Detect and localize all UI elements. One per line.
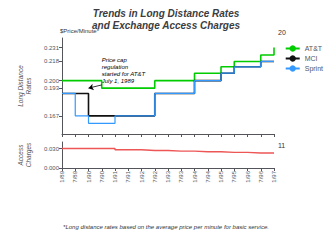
svg-text:7/92: 7/92: [152, 170, 158, 182]
svg-text:1/92: 1/92: [139, 170, 145, 182]
svg-text:20: 20: [278, 29, 286, 36]
svg-text:MCI: MCI: [305, 55, 318, 62]
svg-text:Rates: Rates: [25, 77, 32, 95]
svg-text:1/91: 1/91: [112, 170, 118, 182]
svg-text:0.000: 0.000: [44, 165, 60, 171]
svg-text:Access: Access: [17, 144, 24, 167]
svg-text:$Price/Minute*: $Price/Minute*: [60, 28, 99, 34]
svg-text:0.193: 0.193: [44, 85, 60, 91]
svg-text:AT&T: AT&T: [305, 45, 323, 52]
svg-text:7/95: 7/95: [231, 170, 237, 182]
svg-text:0.030: 0.030: [44, 146, 60, 152]
svg-text:*Long distance rates based on: *Long distance rates based on the averag…: [63, 224, 269, 230]
svg-text:and Exchange Access Charges: and Exchange Access Charges: [92, 20, 240, 31]
svg-text:7/90: 7/90: [99, 170, 105, 182]
svg-text:1/89: 1/89: [59, 170, 65, 182]
svg-text:Long Distance: Long Distance: [17, 65, 25, 107]
svg-text:Sprint: Sprint: [305, 65, 323, 73]
svg-text:started for AT&T: started for AT&T: [102, 71, 147, 77]
svg-text:1/90: 1/90: [86, 170, 92, 182]
svg-text:1/97: 1/97: [271, 170, 277, 182]
svg-text:0.200: 0.200: [44, 78, 60, 84]
svg-text:1/96: 1/96: [245, 170, 251, 182]
svg-text:7/91: 7/91: [125, 170, 131, 182]
svg-text:1/93: 1/93: [165, 170, 171, 182]
svg-text:7/93: 7/93: [178, 170, 184, 182]
svg-text:regulation: regulation: [102, 64, 129, 70]
svg-text:0.218: 0.218: [44, 58, 60, 64]
svg-text:0.167: 0.167: [44, 113, 60, 119]
svg-text:11: 11: [278, 142, 285, 149]
svg-text:1/95: 1/95: [218, 170, 224, 182]
svg-text:Trends in Long Distance Rates: Trends in Long Distance Rates: [93, 8, 240, 19]
svg-text:7/96: 7/96: [258, 170, 264, 182]
svg-text:0.231: 0.231: [44, 45, 60, 51]
svg-text:1/94: 1/94: [192, 170, 198, 182]
svg-text:July 1, 1989: July 1, 1989: [101, 78, 135, 84]
svg-text:Price cap: Price cap: [102, 57, 128, 63]
svg-text:7/89: 7/89: [72, 170, 78, 182]
svg-text:Charges: Charges: [25, 142, 33, 167]
svg-text:7/94: 7/94: [205, 170, 211, 182]
